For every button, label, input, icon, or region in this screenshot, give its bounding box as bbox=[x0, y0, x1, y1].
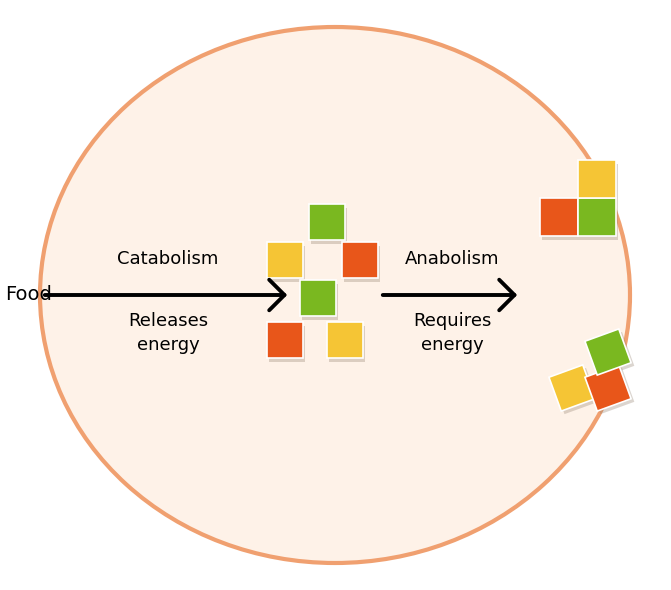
Bar bbox=[311, 208, 347, 244]
Bar bbox=[588, 368, 634, 414]
Bar bbox=[542, 202, 580, 240]
Bar bbox=[578, 160, 616, 198]
Bar bbox=[309, 204, 345, 240]
Bar bbox=[540, 198, 578, 236]
Bar bbox=[585, 365, 631, 411]
Ellipse shape bbox=[40, 27, 630, 563]
Bar bbox=[585, 329, 631, 375]
Bar bbox=[552, 368, 599, 414]
Bar bbox=[267, 322, 303, 358]
Bar bbox=[269, 326, 305, 362]
Text: Anabolism: Anabolism bbox=[405, 250, 499, 268]
Bar bbox=[267, 242, 303, 278]
Bar bbox=[300, 280, 336, 316]
Text: Releases
energy: Releases energy bbox=[128, 312, 208, 353]
Bar bbox=[580, 202, 618, 240]
Bar bbox=[580, 164, 618, 202]
Text: Requires
energy: Requires energy bbox=[413, 312, 491, 353]
Text: Food: Food bbox=[5, 286, 52, 304]
Bar bbox=[342, 242, 378, 278]
Bar bbox=[329, 326, 365, 362]
Bar bbox=[588, 332, 634, 378]
Bar bbox=[327, 322, 363, 358]
Bar bbox=[549, 365, 595, 411]
Bar bbox=[344, 246, 380, 282]
Text: Catabolism: Catabolism bbox=[117, 250, 219, 268]
Bar bbox=[302, 284, 338, 320]
Bar bbox=[269, 246, 305, 282]
Bar bbox=[578, 198, 616, 236]
